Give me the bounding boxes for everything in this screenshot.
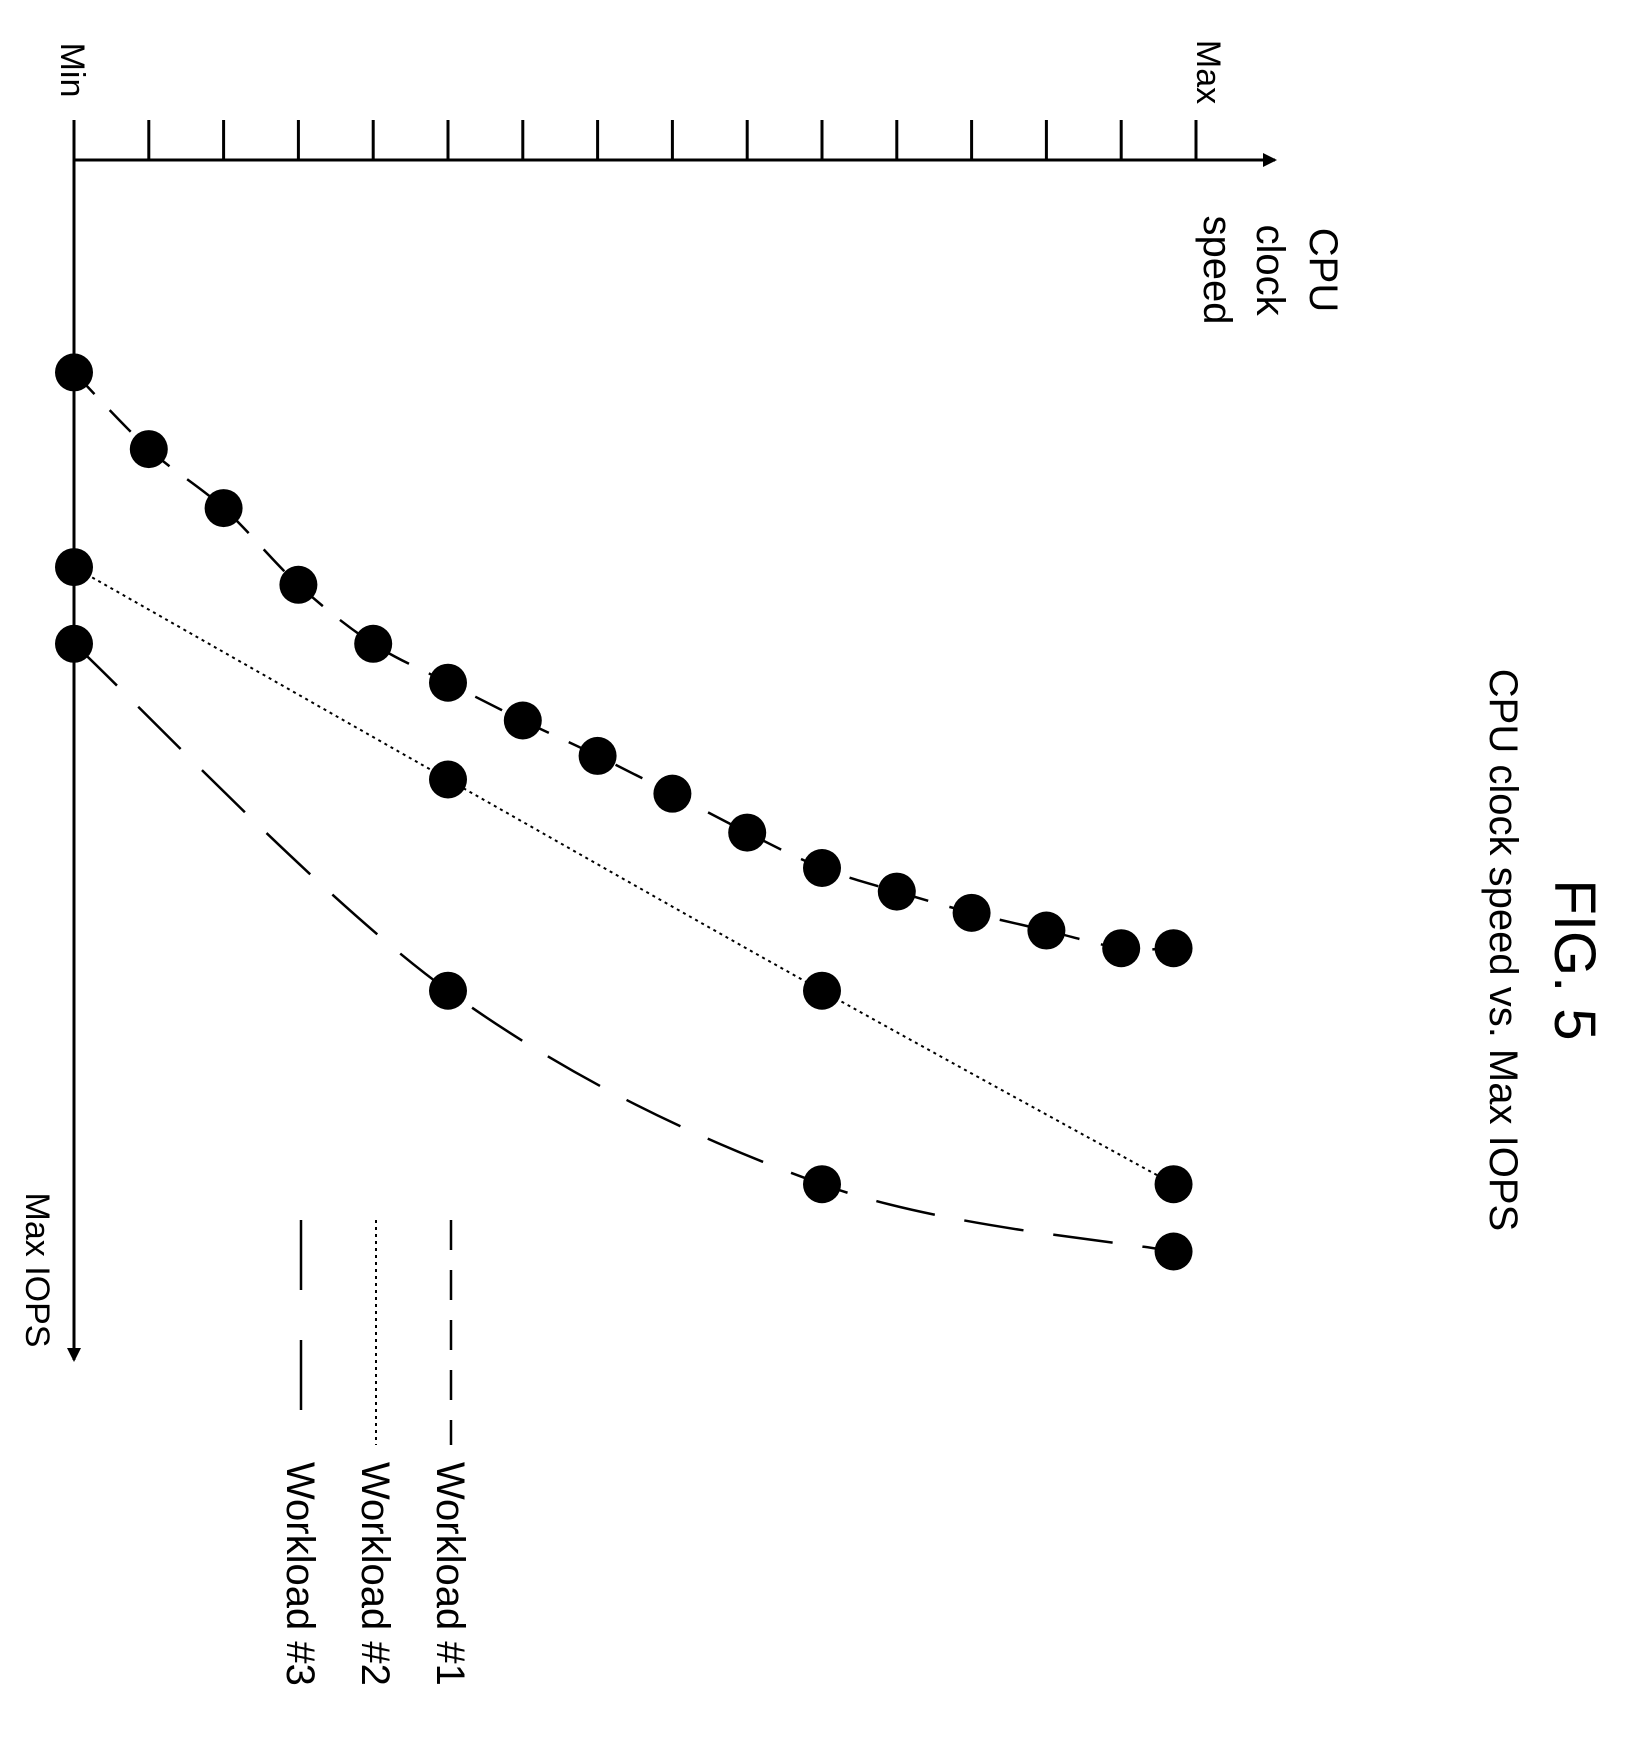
- series-line-workload-3: [73, 642, 1174, 1253]
- data-point-workload-1-1: [129, 430, 168, 469]
- figure-title: FIG. 5: [1542, 879, 1607, 1040]
- data-point-workload-1-13: [1027, 911, 1066, 950]
- x-tick-label-max: Max: [1189, 40, 1227, 104]
- data-point-workload-1-6: [503, 701, 542, 740]
- data-point-workload-1-2: [204, 489, 243, 528]
- x-axis-title-word: speed: [1195, 216, 1239, 325]
- x-axis-title-word: CPU: [1301, 228, 1345, 312]
- data-point-workload-1-8: [653, 774, 692, 813]
- x-tick-label-min: Min: [53, 43, 91, 98]
- data-point-workload-2-0: [55, 548, 93, 587]
- data-point-workload-1-4: [354, 624, 393, 663]
- legend: Workload #1 Workload #2 Workload #3: [278, 1220, 472, 1686]
- data-point-workload-1-11: [877, 872, 916, 911]
- data-point-workload-1-5: [429, 663, 467, 702]
- series-lines: [73, 371, 1175, 1253]
- data-point-workload-1-15: [1154, 929, 1193, 968]
- data-point-workload-1-10: [803, 849, 841, 887]
- data-point-workload-1-3: [279, 565, 318, 604]
- series-points: [55, 353, 1193, 1271]
- data-point-workload-3-0: [55, 624, 93, 663]
- data-point-workload-3-2: [803, 1165, 841, 1204]
- data-point-workload-2-2: [803, 971, 841, 1010]
- x-axis-ticks: [72, 120, 1198, 160]
- series-line-workload-2: [73, 566, 1175, 1186]
- data-point-workload-1-14: [1102, 929, 1141, 968]
- data-point-workload-3-1: [429, 971, 467, 1010]
- legend-label-workload-1: Workload #1: [428, 1462, 472, 1686]
- data-point-workload-1-9: [728, 813, 767, 852]
- data-point-workload-1-0: [55, 353, 93, 392]
- data-point-workload-1-12: [952, 893, 991, 932]
- data-point-workload-2-3: [1154, 1165, 1193, 1204]
- figure-subtitle: CPU clock speed vs. Max IOPS: [1481, 669, 1525, 1231]
- legend-label-workload-3: Workload #3: [278, 1462, 322, 1686]
- x-axis-title-word: clock: [1248, 224, 1292, 316]
- data-point-workload-3-3: [1154, 1232, 1193, 1271]
- legend-label-workload-2: Workload #2: [353, 1462, 397, 1686]
- y-axis-title: Max IOPS: [18, 1193, 56, 1348]
- series-line-workload-1: [73, 371, 1174, 951]
- data-point-workload-1-7: [578, 736, 617, 775]
- data-point-workload-2-1: [429, 760, 467, 799]
